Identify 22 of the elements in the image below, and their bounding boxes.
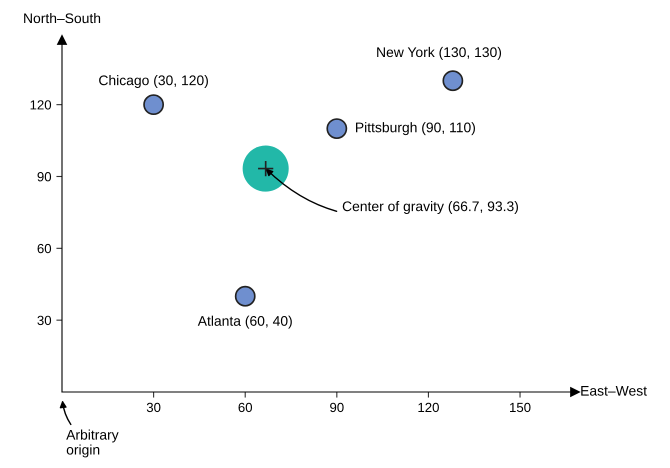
- text: Arbitrary origin: [66, 430, 119, 458]
- y-tick-label: 90: [38, 172, 52, 182]
- point: [234, 286, 256, 307]
- x-tick-label: 120: [418, 402, 439, 412]
- point: [143, 94, 164, 116]
- annotation: Chicago (30, 120): [99, 75, 208, 88]
- x-tick-label: 30: [146, 402, 160, 412]
- annotation: Center of gravity (66.7, 93.3): [342, 201, 518, 214]
- x-tick-label: 60: [238, 402, 252, 412]
- point: [442, 70, 464, 92]
- x-tick-label: 90: [330, 402, 344, 412]
- y-tick-label: 120: [30, 100, 52, 110]
- x-axis-title: East–West: [581, 386, 647, 396]
- annotation: New York (130, 130): [377, 46, 502, 60]
- annotation: Pittsburgh (90, 110): [356, 122, 475, 136]
- point: [326, 118, 348, 140]
- x-tick-label: 150: [510, 402, 531, 412]
- y-tick-label: 30: [37, 316, 52, 326]
- y-axis-title: North–South: [24, 12, 100, 24]
- annotation: Atlanta (60, 40): [198, 316, 292, 329]
- y-tick-label: 60: [38, 244, 52, 254]
- point: [242, 146, 289, 192]
